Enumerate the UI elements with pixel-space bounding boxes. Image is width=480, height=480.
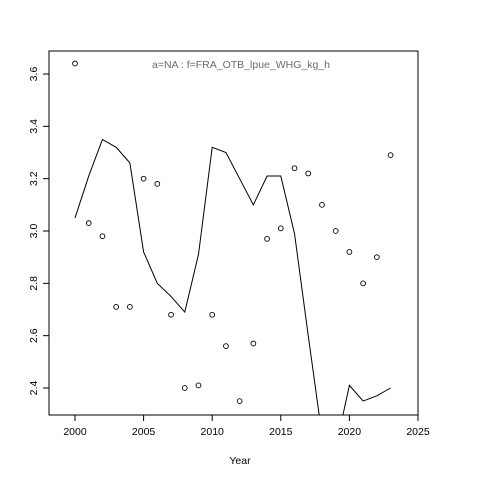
data-point	[319, 201, 325, 208]
x-axis-title: Year	[229, 455, 251, 467]
data-point	[140, 175, 147, 182]
x-tick-label: 2005	[132, 426, 156, 438]
data-point	[360, 280, 366, 287]
x-tick-label: 2020	[338, 426, 362, 438]
data-point	[305, 170, 312, 177]
data-point	[181, 385, 188, 391]
data-point	[346, 249, 353, 255]
y-tick-label: 2.6	[28, 328, 40, 343]
y-tick-label: 3.6	[28, 67, 40, 82]
data-point	[373, 254, 380, 261]
data-point	[99, 233, 106, 240]
data-point	[236, 398, 243, 404]
data-point	[85, 220, 92, 227]
y-tick-label: 3.0	[28, 224, 40, 239]
x-tick-label: 2010	[201, 426, 225, 438]
y-tick-label: 3.4	[28, 119, 40, 134]
chart-title: a=NA : f=FRA_OTB_lpue_WHG_kg_h	[152, 59, 330, 71]
data-point	[387, 152, 394, 158]
data-point	[264, 236, 270, 242]
data-point	[113, 304, 120, 310]
data-point	[127, 304, 133, 310]
y-tick-label: 2.4	[28, 381, 40, 396]
y-tick-label: 3.2	[28, 171, 40, 186]
data-point	[250, 340, 257, 347]
data-point	[209, 311, 216, 318]
axes: 2000 2005 2010 2015 2020 2025 2.4 2.6 2.8 3.0 3.2 3…	[28, 50, 430, 438]
data-point	[277, 225, 284, 232]
data-point	[168, 311, 174, 318]
data-point	[154, 181, 161, 187]
series-line	[74, 138, 391, 415]
y-tick-label: 2.8	[28, 276, 40, 291]
data-point	[291, 165, 298, 172]
data-point	[223, 343, 229, 349]
x-tick-label: 2025	[406, 426, 430, 438]
plot-frame	[48, 50, 419, 416]
data-point	[195, 382, 202, 389]
plot-area	[72, 60, 394, 415]
data-point	[72, 60, 78, 67]
x-tick-label: 2015	[269, 426, 293, 438]
data-point	[332, 228, 339, 234]
data-marks	[72, 60, 394, 415]
x-tick-label: 2000	[63, 426, 87, 438]
